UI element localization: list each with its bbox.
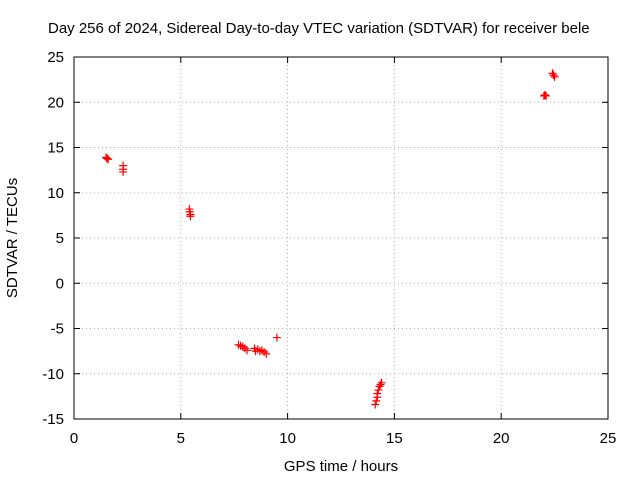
y-tick-label: 25 [47,49,64,66]
x-axis-tick-labels: 0 5 10 15 20 25 [70,430,617,447]
data-point [102,153,111,162]
data-point [540,91,549,100]
data-point [376,380,385,389]
data-point [238,342,247,351]
plot-frame [73,56,609,420]
y-tick-label: 10 [47,185,64,202]
y-tick-label: 0 [56,275,64,292]
data-point [377,378,386,387]
data-point [372,396,381,405]
data-point [119,167,128,176]
y-tick-label: -5 [51,321,64,338]
data-point [257,346,266,355]
x-tick-label: 20 [493,430,510,447]
x-tick-label: 5 [177,430,185,447]
data-point [104,155,113,164]
data-point [542,91,551,100]
y-tick-label: 15 [47,140,64,157]
y-tick-label: -15 [42,411,64,428]
data-points [102,69,559,409]
data-point [550,72,559,81]
data-point [549,71,558,80]
y-tick-label: -10 [42,366,64,383]
y-axis-tick-labels: -15 -10 -5 0 5 10 15 20 25 [42,49,64,428]
data-point [262,349,271,358]
grid-lines [74,57,608,419]
data-point [548,69,557,78]
x-tick-label: 0 [70,430,78,447]
x-tick-label: 25 [600,430,617,447]
data-point [234,340,243,349]
x-axis-label: GPS time / hours [284,458,398,475]
chart-title: Day 256 of 2024, Sidereal Day-to-day VTE… [48,20,590,37]
data-point [272,333,281,342]
y-tick-label: 5 [56,230,64,247]
data-point [186,212,195,221]
x-tick-label: 10 [279,430,296,447]
y-tick-label: 20 [47,94,64,111]
data-point [243,346,252,355]
x-tick-label: 15 [386,430,403,447]
data-point [103,154,112,163]
data-point [373,389,382,398]
data-point [375,382,384,391]
y-axis-label: SDTVAR / TECUs [4,178,21,298]
data-point [371,400,380,409]
data-point [374,386,383,395]
